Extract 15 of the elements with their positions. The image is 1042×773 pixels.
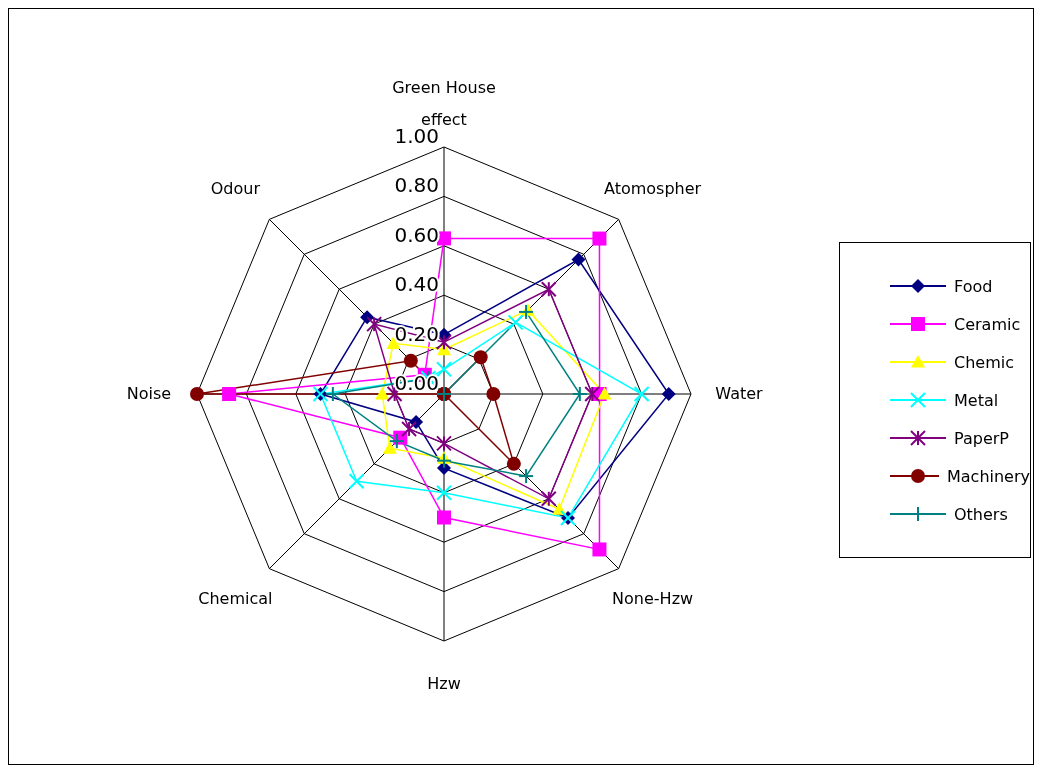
spoke-label: Hzw [427,673,461,693]
legend-label: Machinery [946,466,1030,486]
spoke-label: Atomospher [604,178,702,198]
legend-label: Ceramic [954,314,1021,334]
y-tick-label: 0.80 [394,173,439,198]
spoke-label: None-Hzw [612,588,694,608]
legend-label: PaperP [954,428,1009,448]
legend-label: Food [954,276,993,296]
spoke-label: Water [715,383,764,403]
legend-label: Metal [954,390,999,410]
legend-label: Chemic [954,352,1014,372]
spoke-label: Noise [126,383,172,403]
spoke-label: Odour [210,178,261,198]
legend-label: Others [954,504,1008,524]
spoke-label: Chemical [198,588,273,608]
